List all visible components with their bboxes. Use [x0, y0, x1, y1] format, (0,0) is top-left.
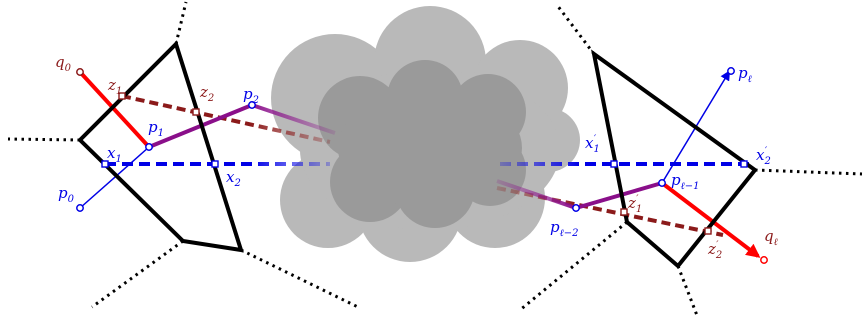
square-markers [101, 92, 748, 235]
label-p0: p0 [58, 184, 75, 205]
label-p2: p2 [243, 85, 259, 106]
marker-x1 [101, 160, 109, 168]
ray-right-bottom [676, 265, 700, 319]
label-z2: z2 [199, 83, 214, 104]
label-ql: qℓ [764, 227, 778, 248]
label-z1: z1 [107, 76, 122, 97]
marker-z2p [704, 227, 712, 235]
right-cell-rays [519, 4, 863, 319]
label-z1p: z1′ [627, 194, 642, 215]
ray-right-east [754, 168, 863, 176]
red-arrow-ql [660, 181, 761, 258]
marker-z2 [192, 108, 200, 116]
point-p2 [248, 101, 256, 109]
ray-left-top [174, 1, 188, 45]
ray-left-west [7, 137, 81, 142]
point-plm1 [658, 179, 666, 187]
red-segment-q0-p1 [78, 70, 151, 149]
label-q0: q0 [55, 53, 72, 74]
point-plm2 [572, 204, 580, 212]
label-pl: pℓ [738, 64, 752, 85]
ray-right-top [555, 4, 596, 55]
label-x2: x2 [226, 168, 241, 189]
point-markers [76, 67, 735, 212]
ray-left-bottom [91, 239, 184, 309]
point-p0 [76, 204, 84, 212]
label-plm1: pℓ−1 [671, 171, 700, 192]
label-plm2: pℓ−2 [550, 218, 579, 239]
marker-x2p [740, 160, 748, 168]
label-z2p: z2′ [707, 240, 722, 261]
label-x1: x1 [107, 144, 122, 165]
label-p1: p1 [148, 118, 164, 139]
marker-x1p [610, 160, 618, 168]
red-dashed-left [121, 94, 331, 144]
marker-z1 [118, 92, 126, 100]
blue-segment-p0-p1 [79, 146, 150, 209]
marker-x2 [211, 160, 219, 168]
left-cell-rays [7, 1, 361, 310]
red-dashed-right [496, 186, 724, 237]
point-pl [727, 67, 735, 75]
ray-left-east [240, 248, 361, 310]
point-ql [760, 256, 768, 264]
label-x1p: x1′ [585, 134, 600, 155]
cloud [271, 6, 580, 262]
label-x2p: x2′ [756, 146, 771, 167]
point-q0 [76, 68, 84, 76]
point-p1 [145, 143, 153, 151]
left-cell [77, 40, 244, 253]
ray-right-bottom-left [519, 220, 628, 312]
marker-z1p [620, 208, 628, 216]
dark-red-dashed-line [121, 94, 724, 237]
